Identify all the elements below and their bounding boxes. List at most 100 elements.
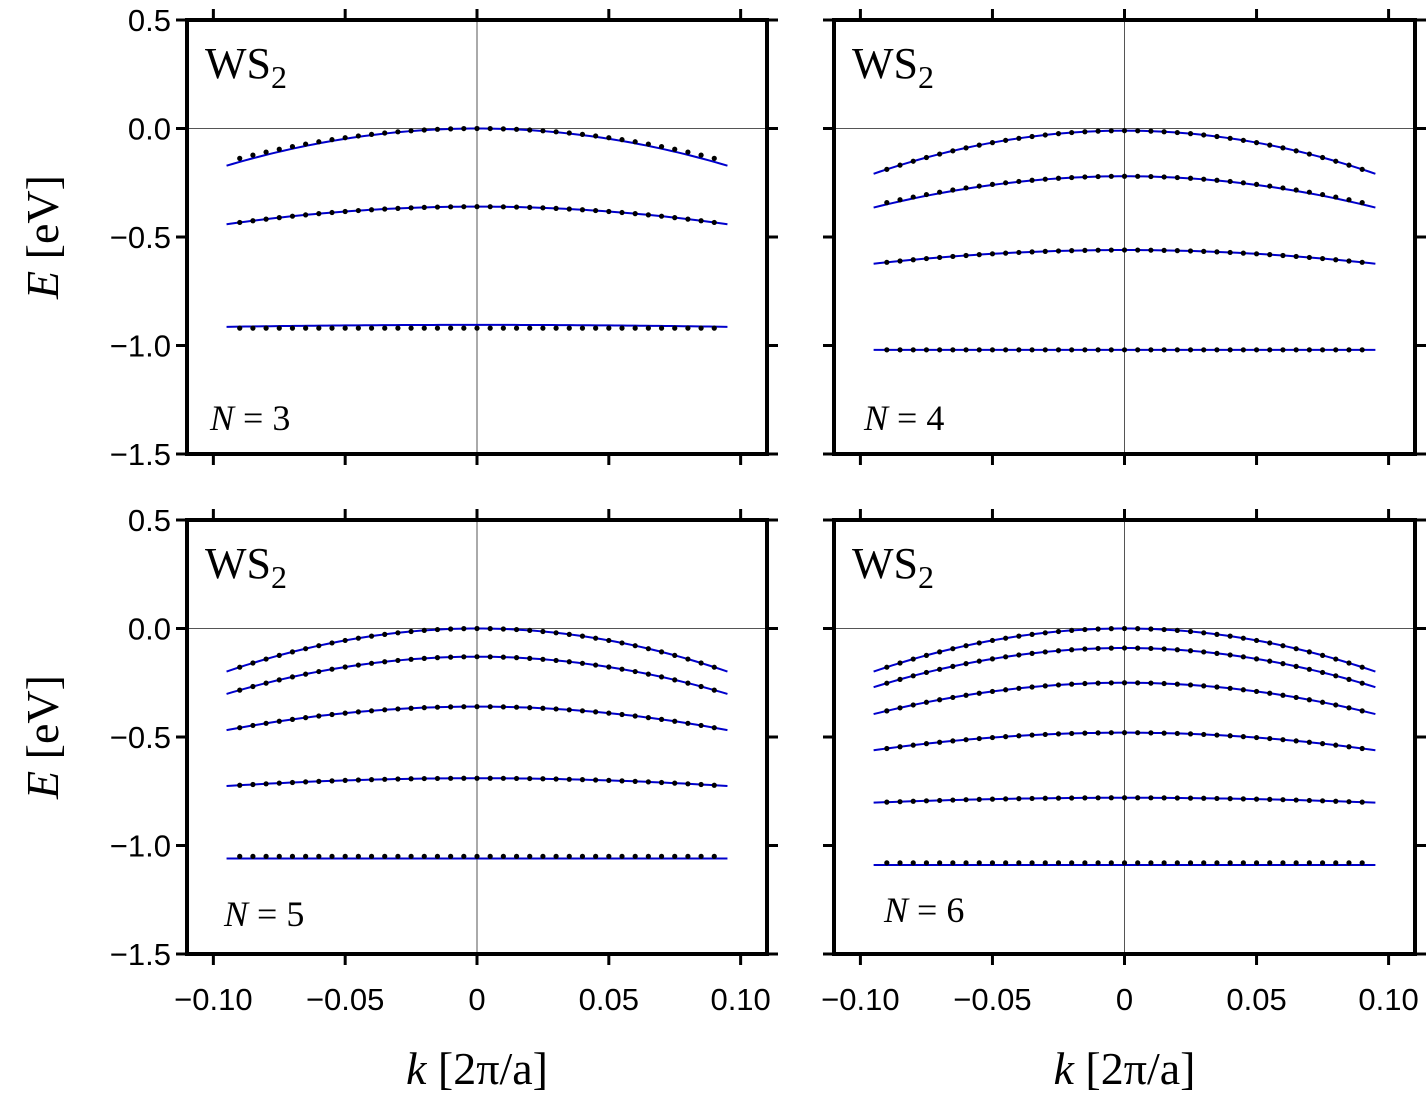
band-2-data-point (698, 683, 704, 690)
band-5-data-point (579, 853, 586, 859)
band-1-data-point (1240, 137, 1246, 143)
band-3-data-point (527, 705, 533, 711)
band-1-data-point (1055, 131, 1062, 137)
band-4-data-point (910, 742, 916, 748)
band-4-data-point (989, 734, 996, 741)
band-1-data-point (923, 154, 930, 161)
layer-count-label: N = 4 (863, 398, 944, 438)
band-1-data-point (553, 630, 559, 636)
band-1-data-point (540, 128, 546, 134)
y-tick-label: −1.0 (110, 829, 171, 864)
band-2-data-point (1240, 654, 1246, 660)
band-3-data-point (395, 706, 401, 712)
band-4-data-point (1293, 738, 1299, 744)
band-2-data-point (976, 658, 982, 664)
band-4-data-point (540, 776, 546, 782)
y-tick-label: −1.5 (110, 937, 171, 972)
band-3-data-point (513, 325, 520, 331)
band-3-data-point (540, 325, 546, 331)
band-4-data-point (1174, 730, 1180, 737)
band-5-data-point (1333, 798, 1339, 804)
band-3-data-point (711, 725, 717, 731)
band-4-data-point (1174, 347, 1180, 353)
band-2-data-point (1187, 175, 1194, 181)
band-3-data-point (1069, 248, 1075, 254)
band-6-data-point (897, 860, 903, 866)
band-3-data-point (658, 716, 665, 722)
band-5-data-point (923, 798, 930, 804)
band-3-data-point (950, 253, 956, 260)
band-4-data-point (950, 738, 956, 744)
band-3-data-point (989, 688, 996, 695)
band-3-data-point (1293, 253, 1299, 260)
band-2-data-point (474, 204, 480, 210)
band-2-data-point (1346, 676, 1352, 682)
band-5-data-point (303, 853, 309, 859)
band-1-data-point (461, 125, 467, 132)
band-1-data-point (672, 146, 678, 152)
band-3-data-point (237, 725, 243, 731)
band-2-data-point (263, 216, 269, 222)
band-3-data-point (1333, 702, 1339, 708)
band-2-data-point (711, 687, 717, 693)
band-1-data-point (395, 630, 401, 636)
layer-count-label: N = 3 (209, 398, 290, 438)
band-4-data-point (263, 781, 269, 787)
band-1-data-point (1121, 625, 1128, 632)
band-4-data-point (382, 776, 388, 782)
band-1-data-point (1108, 128, 1114, 134)
band-3-data-point (1267, 690, 1273, 696)
band-2-data-point (937, 189, 943, 195)
band-5-data-point (1174, 795, 1180, 801)
band-5-data-point (1293, 797, 1299, 803)
band-4-data-point (1201, 347, 1207, 353)
band-4-data-point (1055, 347, 1062, 353)
band-2-data-point (1108, 173, 1114, 179)
panel-1: 0.5 0.0 −0.5 −1.0 −1.5 WS2 N = 3 E [eV] (17, 3, 778, 472)
band-2-data-point (368, 207, 375, 213)
band-3-data-point (263, 325, 269, 331)
band-1-data-point (1174, 129, 1180, 136)
band-3-data-point (368, 325, 375, 331)
band-3-data-point (897, 705, 903, 711)
band-4-data-point (1346, 744, 1352, 750)
band-4-data-point (342, 777, 348, 784)
panel-3: 0.5 0.0 −0.5 −1.0 −1.5−0.10 −0.05 0 0.05 0.10 WS2… (17, 503, 778, 1094)
band-6-data-point (950, 860, 956, 866)
band-1-data-point (1029, 133, 1035, 140)
band-3-data-point (540, 705, 546, 711)
band-2-data-point (329, 209, 335, 216)
band-2-data-point (1069, 647, 1075, 653)
band-3-data-point (923, 699, 930, 705)
band-3-data-point (487, 325, 493, 331)
band-5-data-point (1135, 795, 1141, 801)
band-2-data-point (1135, 173, 1141, 179)
band-4-data-point (1253, 734, 1260, 741)
band-4-data-point (1108, 347, 1114, 353)
band-5-data-point (329, 853, 335, 859)
band-3-data-point (1108, 247, 1114, 253)
band-2-data-point (527, 655, 533, 661)
band-2-data-point (395, 657, 401, 664)
band-5-data-point (1267, 796, 1273, 803)
band-5-data-point (500, 853, 506, 859)
band-4-data-point (1069, 730, 1075, 737)
band-1-data-point (711, 664, 717, 670)
panel-title: WS2 (205, 39, 287, 95)
band-6-data-point (1016, 860, 1022, 866)
band-1-data-point (434, 126, 441, 132)
band-5-data-point (606, 853, 612, 859)
x-tick-label: 0 (1116, 982, 1133, 1017)
band-2-data-point (276, 215, 282, 221)
band-6-data-point (1253, 860, 1260, 866)
band-4-data-point (329, 778, 335, 784)
band-1-data-point (1293, 646, 1299, 652)
band-1-data-point (474, 125, 480, 132)
band-6-data-point (1003, 860, 1009, 866)
band-6-data-point (1029, 860, 1035, 866)
band-6-data-point (976, 860, 982, 866)
band-4-data-point (1319, 347, 1326, 353)
band-2-data-point (963, 661, 969, 667)
band-3-data-point (1214, 684, 1220, 690)
